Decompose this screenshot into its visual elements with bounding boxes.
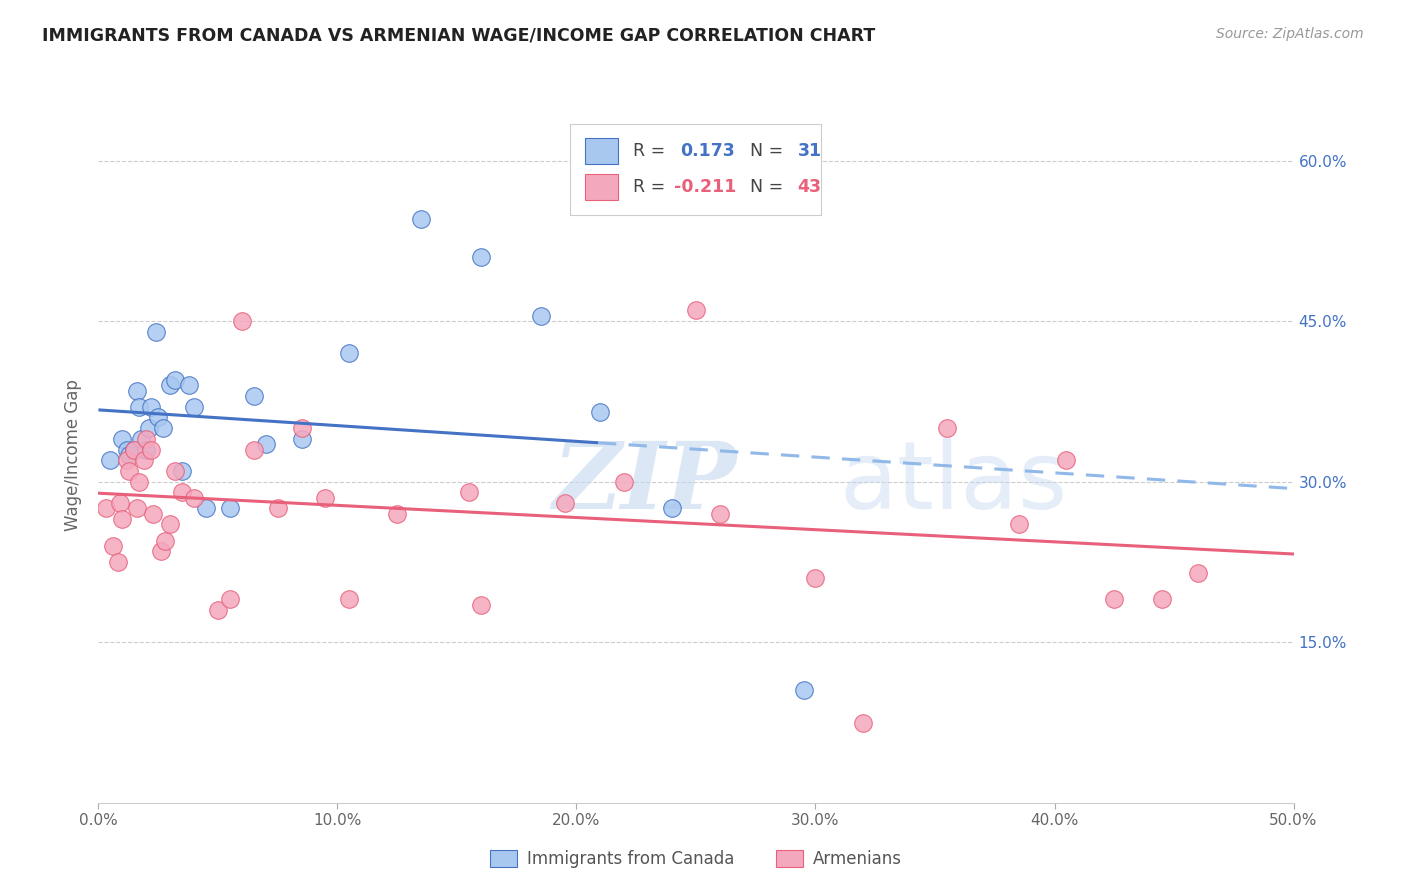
Point xyxy=(529,309,551,323)
Point xyxy=(163,373,186,387)
Point xyxy=(411,212,433,227)
Point xyxy=(589,405,612,419)
Point xyxy=(231,314,253,328)
Text: atlas: atlas xyxy=(839,437,1067,529)
Text: 43: 43 xyxy=(797,178,821,196)
Point xyxy=(1007,517,1029,532)
Point xyxy=(1150,592,1173,607)
Point xyxy=(219,592,242,607)
Point xyxy=(243,442,266,457)
Point xyxy=(132,453,155,467)
Point xyxy=(219,501,242,516)
Point xyxy=(267,501,290,516)
Point xyxy=(852,715,875,730)
Point xyxy=(142,507,165,521)
Point xyxy=(339,592,360,607)
Point xyxy=(135,442,157,457)
Point xyxy=(139,400,162,414)
Point xyxy=(1187,566,1209,580)
Point xyxy=(125,501,148,516)
Point xyxy=(254,437,277,451)
Text: N =: N = xyxy=(749,142,789,160)
Point xyxy=(613,475,636,489)
Point xyxy=(115,442,138,457)
Text: ZIP: ZIP xyxy=(553,438,737,528)
Point xyxy=(172,464,194,478)
Point xyxy=(118,448,141,462)
Point xyxy=(124,442,146,457)
Point xyxy=(124,442,146,457)
Text: R =: R = xyxy=(633,142,671,160)
Point xyxy=(159,378,181,392)
Point xyxy=(1102,592,1125,607)
Point xyxy=(457,485,479,500)
Point xyxy=(685,303,707,318)
Legend: Immigrants from Canada, Armenians: Immigrants from Canada, Armenians xyxy=(484,843,908,874)
Point xyxy=(131,432,153,446)
Text: IMMIGRANTS FROM CANADA VS ARMENIAN WAGE/INCOME GAP CORRELATION CHART: IMMIGRANTS FROM CANADA VS ARMENIAN WAGE/… xyxy=(42,27,876,45)
Point xyxy=(139,442,162,457)
Point xyxy=(111,512,134,526)
Point xyxy=(179,378,201,392)
Point xyxy=(385,507,409,521)
Point xyxy=(128,400,150,414)
Bar xyxy=(585,174,619,201)
Point xyxy=(793,683,815,698)
Point xyxy=(135,432,157,446)
Point xyxy=(138,421,160,435)
Point xyxy=(194,501,218,516)
Point xyxy=(145,325,167,339)
Point xyxy=(1054,453,1078,467)
Point xyxy=(470,250,492,264)
Point xyxy=(148,410,170,425)
Y-axis label: Wage/Income Gap: Wage/Income Gap xyxy=(65,379,83,531)
Bar xyxy=(585,137,619,164)
Point xyxy=(207,603,229,617)
Point xyxy=(111,432,134,446)
Point xyxy=(128,475,150,489)
Point xyxy=(936,421,959,435)
Text: R =: R = xyxy=(633,178,671,196)
Point xyxy=(709,507,731,521)
Point xyxy=(315,491,337,505)
Point xyxy=(804,571,827,585)
Text: -0.211: -0.211 xyxy=(675,178,737,196)
Text: 0.173: 0.173 xyxy=(681,142,735,160)
Point xyxy=(172,485,194,500)
Point xyxy=(290,432,312,446)
Point xyxy=(101,539,124,553)
Point xyxy=(149,544,172,558)
Point xyxy=(125,384,148,398)
Point xyxy=(107,555,129,569)
Point xyxy=(115,453,138,467)
Point xyxy=(290,421,312,435)
Text: 31: 31 xyxy=(797,142,821,160)
Point xyxy=(183,491,205,505)
Point xyxy=(470,598,492,612)
Point xyxy=(108,496,131,510)
Point xyxy=(554,496,576,510)
Point xyxy=(94,501,117,516)
Text: N =: N = xyxy=(749,178,789,196)
FancyBboxPatch shape xyxy=(571,124,821,215)
Point xyxy=(155,533,177,548)
Point xyxy=(159,517,181,532)
Text: Source: ZipAtlas.com: Source: ZipAtlas.com xyxy=(1216,27,1364,41)
Point xyxy=(661,501,683,516)
Point xyxy=(339,346,360,360)
Point xyxy=(152,421,174,435)
Point xyxy=(183,400,205,414)
Point xyxy=(243,389,266,403)
Point xyxy=(118,464,141,478)
Point xyxy=(98,453,122,467)
Point xyxy=(163,464,186,478)
